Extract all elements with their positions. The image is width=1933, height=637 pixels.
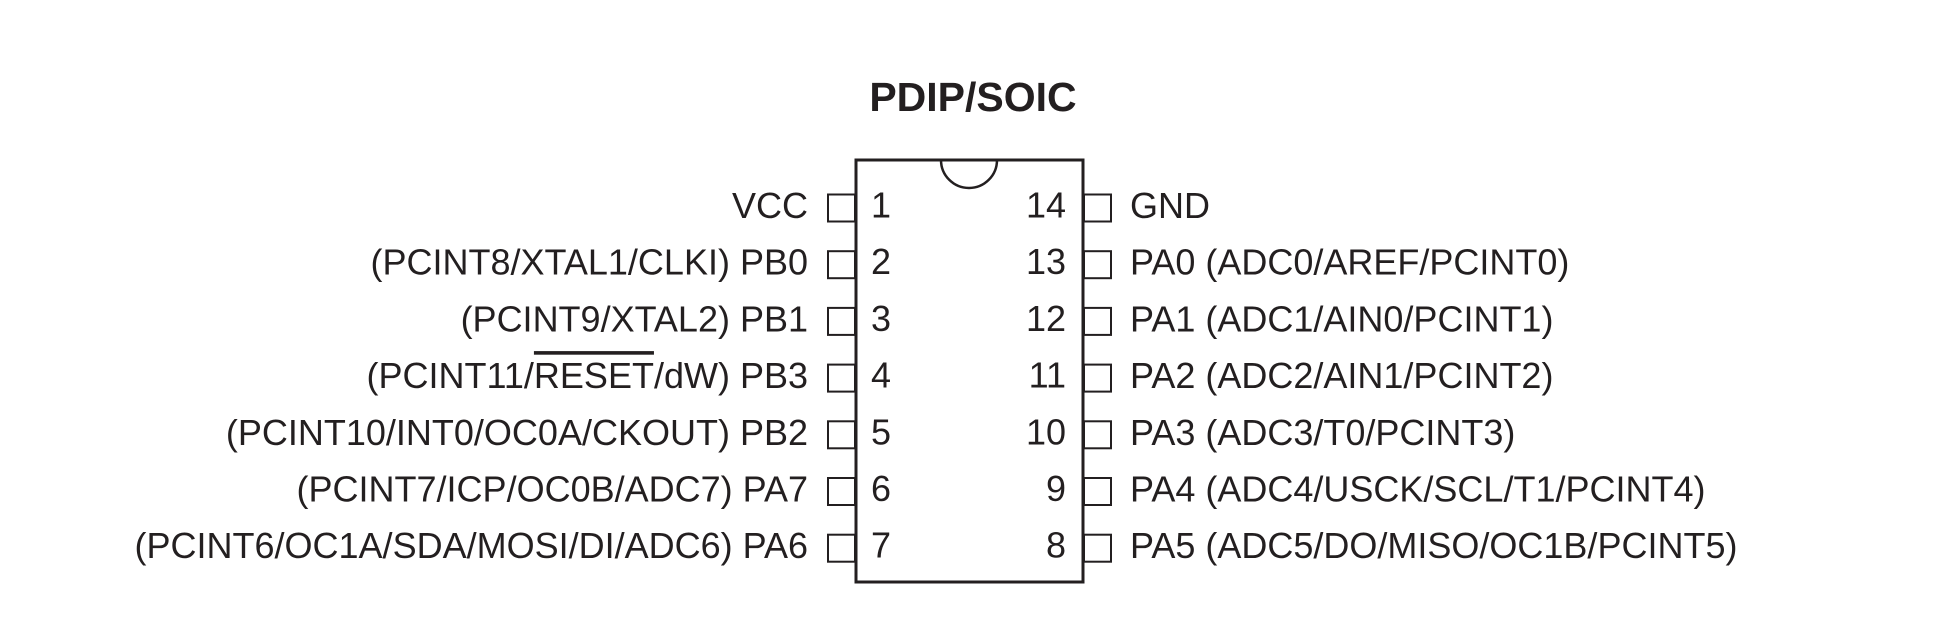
pin-box <box>1083 533 1112 563</box>
pin-number: 3 <box>871 298 891 339</box>
pin-label: PA2 (ADC2/AIN1/PCINT2) <box>1130 355 1553 396</box>
pin-number: 2 <box>871 241 891 282</box>
pin-label: PA4 (ADC4/USCK/SCL/T1/PCINT4) <box>1130 468 1705 509</box>
pin-box <box>827 306 856 336</box>
pin-number: 1 <box>871 185 891 226</box>
pin-label-part: PA5 (ADC5/DO/MISO/OC1B/PCINT5) <box>1130 525 1737 566</box>
pin-number: 9 <box>1046 468 1066 509</box>
pin-label-part: (PCINT6/OC1A/SDA/MOSI/DI/ADC6) PA6 <box>135 525 808 566</box>
pin-box <box>827 533 856 563</box>
pin-label-part: /dW) PB3 <box>654 355 808 396</box>
pin-label-part: (PCINT9/XTAL2) PB1 <box>461 298 808 339</box>
pin-number: 7 <box>871 525 891 566</box>
pin-label: (PCINT8/XTAL1/CLKI) PB0 <box>371 241 808 282</box>
pin-number: 13 <box>1026 241 1066 282</box>
pin-box <box>827 250 856 280</box>
pin-box <box>827 477 856 506</box>
pin-label-part: PA0 (ADC0/AREF/PCINT0) <box>1130 241 1569 282</box>
pin-label-part: GND <box>1130 185 1210 226</box>
pin-label: (PCINT11/RESET/dW) PB3 <box>367 355 808 396</box>
pin-label: GND <box>1130 185 1210 226</box>
pin-box <box>1083 477 1112 506</box>
pin-label: (PCINT10/INT0/OC0A/CKOUT) PB2 <box>226 411 808 452</box>
pin-box <box>827 420 856 450</box>
pin-box <box>827 193 856 223</box>
pin-label-part: VCC <box>732 185 808 226</box>
pin-label: PA5 (ADC5/DO/MISO/OC1B/PCINT5) <box>1130 525 1737 566</box>
pin-label-part: (PCINT10/INT0/OC0A/CKOUT) PB2 <box>226 411 808 452</box>
pin-label-part: (PCINT11/ <box>367 355 534 396</box>
pin-label-part: (PCINT7/ICP/OC0B/ADC7) PA7 <box>297 468 808 509</box>
pin-number: 10 <box>1026 411 1066 452</box>
chip-notch <box>939 159 999 190</box>
pin-label-part: PA1 (ADC1/AIN0/PCINT1) <box>1130 298 1553 339</box>
pin-box <box>1083 193 1112 223</box>
pin-number: 11 <box>1029 355 1066 396</box>
pin-label: (PCINT9/XTAL2) PB1 <box>461 298 808 339</box>
pin-number: 5 <box>871 411 891 452</box>
pin-label: (PCINT6/OC1A/SDA/MOSI/DI/ADC6) PA6 <box>135 525 808 566</box>
pin-label: PA3 (ADC3/T0/PCINT3) <box>1130 411 1515 452</box>
pin-label: (PCINT7/ICP/OC0B/ADC7) PA7 <box>297 468 808 509</box>
pin-box <box>827 363 856 393</box>
package-title: PDIP/SOIC <box>869 74 1076 120</box>
pin-box <box>1083 306 1112 336</box>
pin-label: PA0 (ADC0/AREF/PCINT0) <box>1130 241 1569 282</box>
pin-label-part: PA3 (ADC3/T0/PCINT3) <box>1130 411 1515 452</box>
pin-number: 6 <box>871 468 891 509</box>
pin-label: PA1 (ADC1/AIN0/PCINT1) <box>1130 298 1553 339</box>
pin-label-part: PA2 (ADC2/AIN1/PCINT2) <box>1130 355 1553 396</box>
pin-box <box>1083 250 1112 280</box>
pin-label-part: RESET <box>534 355 654 396</box>
pin-label-part: (PCINT8/XTAL1/CLKI) PB0 <box>371 241 808 282</box>
pin-label-part: PA4 (ADC4/USCK/SCL/T1/PCINT4) <box>1130 468 1705 509</box>
pin-number: 12 <box>1026 298 1066 339</box>
pin-number: 8 <box>1046 525 1066 566</box>
pin-number: 14 <box>1026 185 1066 226</box>
pin-number: 4 <box>871 355 891 396</box>
pin-label: VCC <box>732 185 808 226</box>
pin-box <box>1083 363 1112 393</box>
pin-box <box>1083 420 1112 450</box>
